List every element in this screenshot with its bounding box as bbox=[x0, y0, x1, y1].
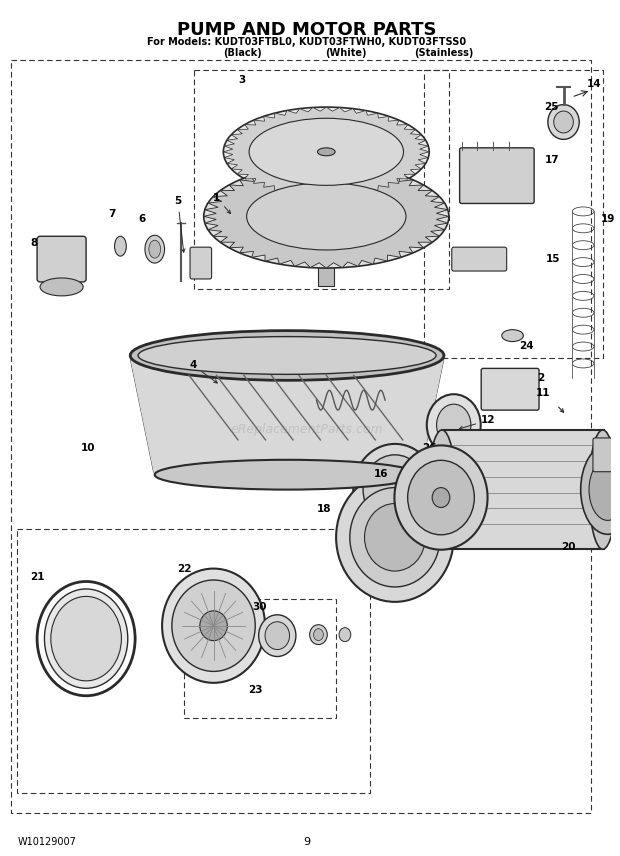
Text: 14: 14 bbox=[587, 80, 601, 89]
Text: 9: 9 bbox=[303, 837, 310, 847]
Ellipse shape bbox=[394, 445, 487, 550]
Ellipse shape bbox=[314, 628, 324, 640]
Ellipse shape bbox=[428, 430, 456, 550]
Text: 20: 20 bbox=[562, 542, 576, 552]
Ellipse shape bbox=[45, 589, 128, 688]
Ellipse shape bbox=[162, 568, 265, 683]
Ellipse shape bbox=[554, 111, 574, 133]
Ellipse shape bbox=[40, 278, 83, 296]
FancyBboxPatch shape bbox=[459, 148, 534, 204]
FancyBboxPatch shape bbox=[452, 247, 507, 271]
Text: For Models: KUDT03FTBL0, KUDT03FTWH0, KUDT03FTSS0: For Models: KUDT03FTBL0, KUDT03FTWH0, KU… bbox=[147, 37, 466, 46]
Ellipse shape bbox=[427, 395, 480, 455]
Text: (Black): (Black) bbox=[224, 49, 262, 58]
Ellipse shape bbox=[200, 611, 228, 640]
Ellipse shape bbox=[138, 336, 436, 374]
Ellipse shape bbox=[432, 488, 450, 508]
Ellipse shape bbox=[436, 404, 471, 446]
Text: 22: 22 bbox=[177, 564, 192, 574]
Text: 4: 4 bbox=[190, 360, 217, 383]
Ellipse shape bbox=[149, 241, 161, 259]
Ellipse shape bbox=[115, 236, 126, 256]
Ellipse shape bbox=[249, 118, 404, 186]
Bar bbox=[194, 70, 449, 289]
Text: 2: 2 bbox=[537, 373, 544, 383]
Text: (White): (White) bbox=[325, 49, 366, 58]
Text: 16: 16 bbox=[373, 469, 388, 479]
Bar bbox=[17, 529, 370, 793]
Ellipse shape bbox=[145, 235, 164, 263]
Ellipse shape bbox=[223, 107, 429, 197]
Ellipse shape bbox=[155, 460, 419, 490]
Text: 11: 11 bbox=[536, 389, 551, 398]
Text: 30: 30 bbox=[253, 602, 267, 612]
FancyBboxPatch shape bbox=[593, 438, 618, 472]
Ellipse shape bbox=[589, 430, 616, 550]
Ellipse shape bbox=[51, 597, 122, 681]
Text: (Stainless): (Stainless) bbox=[414, 49, 474, 58]
FancyArrowPatch shape bbox=[420, 358, 443, 472]
Ellipse shape bbox=[317, 148, 335, 156]
Polygon shape bbox=[223, 107, 429, 197]
Bar bbox=[184, 599, 336, 718]
Ellipse shape bbox=[350, 488, 440, 587]
Text: W10129007: W10129007 bbox=[17, 837, 76, 847]
Ellipse shape bbox=[339, 627, 351, 642]
FancyBboxPatch shape bbox=[190, 247, 211, 279]
FancyBboxPatch shape bbox=[37, 236, 86, 282]
Text: 26: 26 bbox=[422, 443, 437, 453]
Ellipse shape bbox=[363, 455, 427, 525]
Polygon shape bbox=[130, 355, 444, 475]
Ellipse shape bbox=[309, 625, 327, 645]
Ellipse shape bbox=[130, 330, 444, 380]
FancyArrowPatch shape bbox=[559, 407, 564, 413]
Text: 23: 23 bbox=[248, 686, 262, 695]
Bar bbox=[319, 247, 334, 286]
Ellipse shape bbox=[502, 330, 523, 342]
Text: 24: 24 bbox=[520, 341, 534, 351]
Text: 12: 12 bbox=[459, 415, 496, 430]
Text: 21: 21 bbox=[30, 572, 45, 582]
Ellipse shape bbox=[353, 444, 436, 535]
Text: 25: 25 bbox=[544, 102, 559, 112]
Text: 7: 7 bbox=[108, 210, 116, 219]
Ellipse shape bbox=[365, 503, 425, 571]
Ellipse shape bbox=[386, 468, 401, 483]
Bar bbox=[424, 70, 603, 359]
Ellipse shape bbox=[408, 461, 474, 535]
Text: eReplacementParts.com: eReplacementParts.com bbox=[231, 424, 383, 437]
Bar bbox=[11, 61, 591, 813]
Text: 15: 15 bbox=[546, 254, 560, 265]
Text: 8: 8 bbox=[30, 238, 37, 248]
Ellipse shape bbox=[548, 104, 579, 140]
Bar bbox=[442, 430, 604, 550]
Text: 6: 6 bbox=[138, 214, 145, 224]
Text: 10: 10 bbox=[81, 443, 95, 453]
Text: 3: 3 bbox=[238, 75, 246, 86]
Text: 18: 18 bbox=[316, 504, 331, 514]
Text: 1: 1 bbox=[213, 193, 231, 213]
Text: 27: 27 bbox=[596, 447, 611, 457]
FancyBboxPatch shape bbox=[481, 368, 539, 410]
Text: 5: 5 bbox=[174, 197, 185, 253]
Text: 17: 17 bbox=[545, 155, 559, 164]
Ellipse shape bbox=[265, 621, 290, 650]
Text: 19: 19 bbox=[601, 214, 615, 224]
Ellipse shape bbox=[589, 459, 620, 520]
Polygon shape bbox=[204, 164, 449, 268]
Ellipse shape bbox=[417, 453, 435, 471]
Ellipse shape bbox=[581, 445, 620, 534]
Ellipse shape bbox=[336, 473, 454, 602]
Ellipse shape bbox=[247, 183, 406, 250]
Ellipse shape bbox=[172, 580, 255, 671]
Ellipse shape bbox=[259, 615, 296, 657]
FancyArrowPatch shape bbox=[131, 358, 154, 472]
Text: PUMP AND MOTOR PARTS: PUMP AND MOTOR PARTS bbox=[177, 21, 436, 39]
Ellipse shape bbox=[204, 164, 449, 268]
